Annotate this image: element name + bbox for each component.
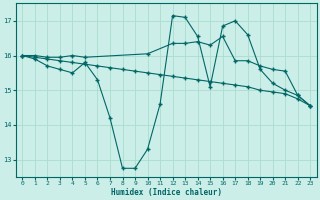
X-axis label: Humidex (Indice chaleur): Humidex (Indice chaleur)	[111, 188, 222, 197]
